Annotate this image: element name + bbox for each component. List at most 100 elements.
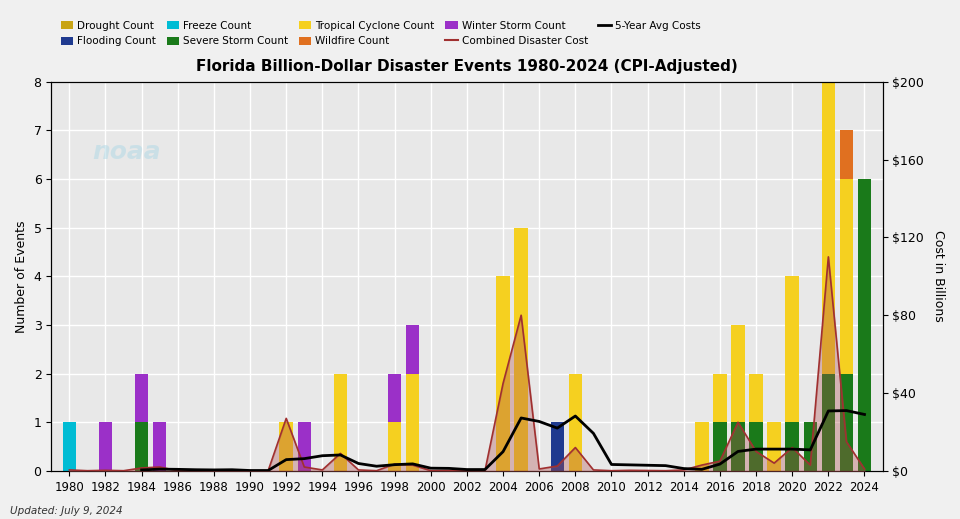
Bar [134, 374, 149, 422]
5-Year Avg Costs [714, 461, 726, 467]
Combined Disaster Cost [190, 468, 202, 474]
Combined Disaster Cost [642, 468, 654, 474]
Combined Disaster Cost [371, 468, 382, 474]
Bar [840, 374, 853, 471]
Line: Combined Disaster Cost: Combined Disaster Cost [69, 257, 865, 471]
Combined Disaster Cost [444, 468, 455, 474]
5-Year Avg Costs [768, 446, 780, 452]
5-Year Avg Costs [624, 462, 636, 468]
Combined Disaster Cost [262, 468, 274, 474]
Text: noaa: noaa [92, 140, 160, 164]
5-Year Avg Costs [823, 408, 834, 414]
Combined Disaster Cost [389, 461, 400, 467]
5-Year Avg Costs [516, 415, 527, 421]
Combined Disaster Cost [352, 467, 364, 473]
Bar [840, 130, 853, 179]
Bar [406, 325, 420, 374]
5-Year Avg Costs [696, 466, 708, 472]
Bar [334, 374, 348, 471]
5-Year Avg Costs [425, 465, 437, 471]
Combined Disaster Cost [804, 462, 816, 468]
5-Year Avg Costs [172, 466, 183, 472]
Bar [822, 374, 835, 471]
Bar [822, 33, 835, 374]
Text: Updated: July 9, 2024: Updated: July 9, 2024 [10, 506, 122, 516]
Combined Disaster Cost [172, 468, 183, 474]
Legend: Drought Count, Flooding Count, Freeze Count, Severe Storm Count, Tropical Cyclon: Drought Count, Flooding Count, Freeze Co… [57, 17, 705, 50]
5-Year Avg Costs [479, 467, 491, 473]
Bar [840, 179, 853, 374]
5-Year Avg Costs [352, 460, 364, 467]
Bar [732, 422, 745, 471]
5-Year Avg Costs [786, 446, 798, 452]
Bar [153, 422, 166, 471]
Combined Disaster Cost [786, 444, 798, 450]
Bar [568, 374, 582, 471]
Bar [750, 422, 763, 471]
Combined Disaster Cost [859, 466, 871, 472]
5-Year Avg Costs [317, 453, 328, 459]
Combined Disaster Cost [660, 468, 671, 474]
Combined Disaster Cost [588, 467, 599, 473]
5-Year Avg Costs [371, 463, 382, 469]
Combined Disaster Cost [714, 458, 726, 465]
5-Year Avg Costs [299, 456, 310, 462]
Bar [695, 422, 708, 471]
5-Year Avg Costs [244, 468, 255, 474]
Combined Disaster Cost [208, 468, 220, 474]
5-Year Avg Costs [660, 462, 671, 469]
Combined Disaster Cost [768, 460, 780, 466]
Bar [62, 422, 76, 471]
5-Year Avg Costs [208, 467, 220, 473]
5-Year Avg Costs [154, 466, 165, 472]
5-Year Avg Costs [136, 467, 148, 473]
5-Year Avg Costs [678, 466, 689, 472]
Combined Disaster Cost [624, 467, 636, 473]
Combined Disaster Cost [82, 468, 93, 474]
Bar [785, 276, 799, 422]
Combined Disaster Cost [751, 448, 762, 455]
Line: 5-Year Avg Costs: 5-Year Avg Costs [142, 411, 865, 471]
Combined Disaster Cost [335, 450, 347, 457]
Combined Disaster Cost [154, 464, 165, 470]
Combined Disaster Cost [534, 466, 545, 472]
Combined Disaster Cost [696, 462, 708, 468]
5-Year Avg Costs [262, 468, 274, 474]
5-Year Avg Costs [389, 461, 400, 468]
Bar [713, 374, 727, 422]
Bar [750, 374, 763, 422]
5-Year Avg Costs [751, 446, 762, 452]
5-Year Avg Costs [804, 447, 816, 453]
Combined Disaster Cost [552, 463, 564, 469]
Bar [406, 374, 420, 471]
5-Year Avg Costs [190, 467, 202, 473]
5-Year Avg Costs [732, 448, 744, 455]
Bar [767, 422, 780, 471]
Combined Disaster Cost [823, 254, 834, 260]
Combined Disaster Cost [317, 467, 328, 473]
Combined Disaster Cost [678, 467, 689, 473]
Combined Disaster Cost [461, 468, 472, 474]
5-Year Avg Costs [335, 452, 347, 458]
5-Year Avg Costs [569, 413, 581, 419]
5-Year Avg Costs [642, 462, 654, 468]
Combined Disaster Cost [569, 444, 581, 450]
5-Year Avg Costs [407, 461, 419, 467]
5-Year Avg Costs [606, 461, 617, 468]
Combined Disaster Cost [425, 468, 437, 474]
Y-axis label: Number of Events: Number of Events [15, 220, 28, 333]
5-Year Avg Costs [444, 465, 455, 471]
5-Year Avg Costs [461, 467, 472, 473]
Bar [515, 228, 528, 471]
Combined Disaster Cost [136, 465, 148, 471]
Bar [713, 422, 727, 471]
Combined Disaster Cost [841, 439, 852, 445]
Combined Disaster Cost [63, 467, 75, 473]
Bar [279, 422, 293, 471]
Combined Disaster Cost [299, 464, 310, 470]
5-Year Avg Costs [588, 430, 599, 436]
Bar [134, 422, 149, 471]
Combined Disaster Cost [732, 419, 744, 426]
Bar [550, 422, 564, 471]
Combined Disaster Cost [280, 415, 292, 421]
